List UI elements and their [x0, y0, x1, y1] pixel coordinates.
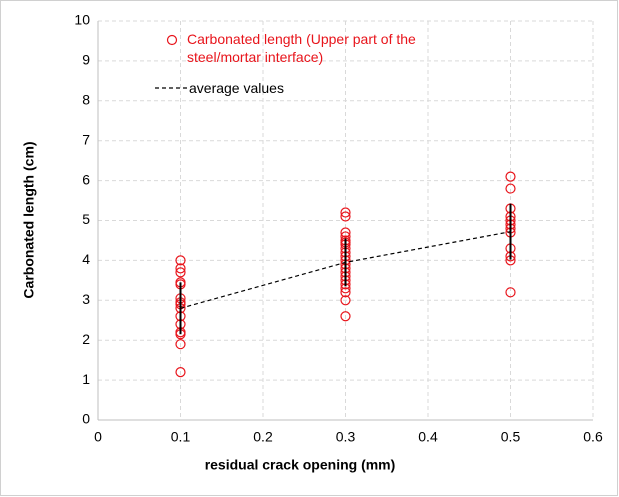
x-tick-label: 0.5	[501, 429, 521, 445]
y-tick-label: 9	[82, 52, 90, 68]
x-tick-label: 0.2	[253, 429, 273, 445]
point	[505, 183, 516, 194]
point	[340, 211, 351, 222]
y-tick-label: 2	[82, 331, 90, 347]
y-tick-label: 3	[82, 291, 90, 307]
y-tick-label: 6	[82, 171, 90, 187]
x-tick-label: 0.1	[171, 429, 191, 445]
legend-label: average values	[189, 80, 284, 96]
x-tick-label: 0.6	[583, 429, 603, 445]
x-tick-label: 0.3	[336, 429, 356, 445]
y-tick-label: 10	[74, 12, 90, 28]
y-tick-label: 4	[82, 251, 90, 267]
x-tick-label: 0.4	[418, 429, 438, 445]
y-axis-title: Carbonated length (cm)	[21, 141, 37, 298]
point	[175, 367, 186, 378]
x-tick-label: 0	[94, 429, 102, 445]
point	[340, 287, 351, 298]
legend-marker	[166, 34, 178, 46]
point	[340, 227, 351, 238]
point	[505, 171, 516, 182]
y-tick-label: 8	[82, 92, 90, 108]
point	[340, 295, 351, 306]
y-tick-label: 5	[82, 211, 90, 227]
point	[175, 255, 186, 266]
point	[505, 287, 516, 298]
point	[175, 267, 186, 278]
point	[175, 263, 186, 274]
point	[340, 207, 351, 218]
y-tick-label: 7	[82, 131, 90, 147]
average-line	[180, 231, 511, 309]
y-tick-label: 0	[82, 411, 90, 427]
y-tick-label: 1	[82, 371, 90, 387]
point	[175, 339, 186, 350]
x-axis-title: residual crack opening (mm)	[205, 457, 396, 473]
point	[340, 311, 351, 322]
legend-label: Carbonated length (Upper part of the ste…	[187, 31, 416, 65]
